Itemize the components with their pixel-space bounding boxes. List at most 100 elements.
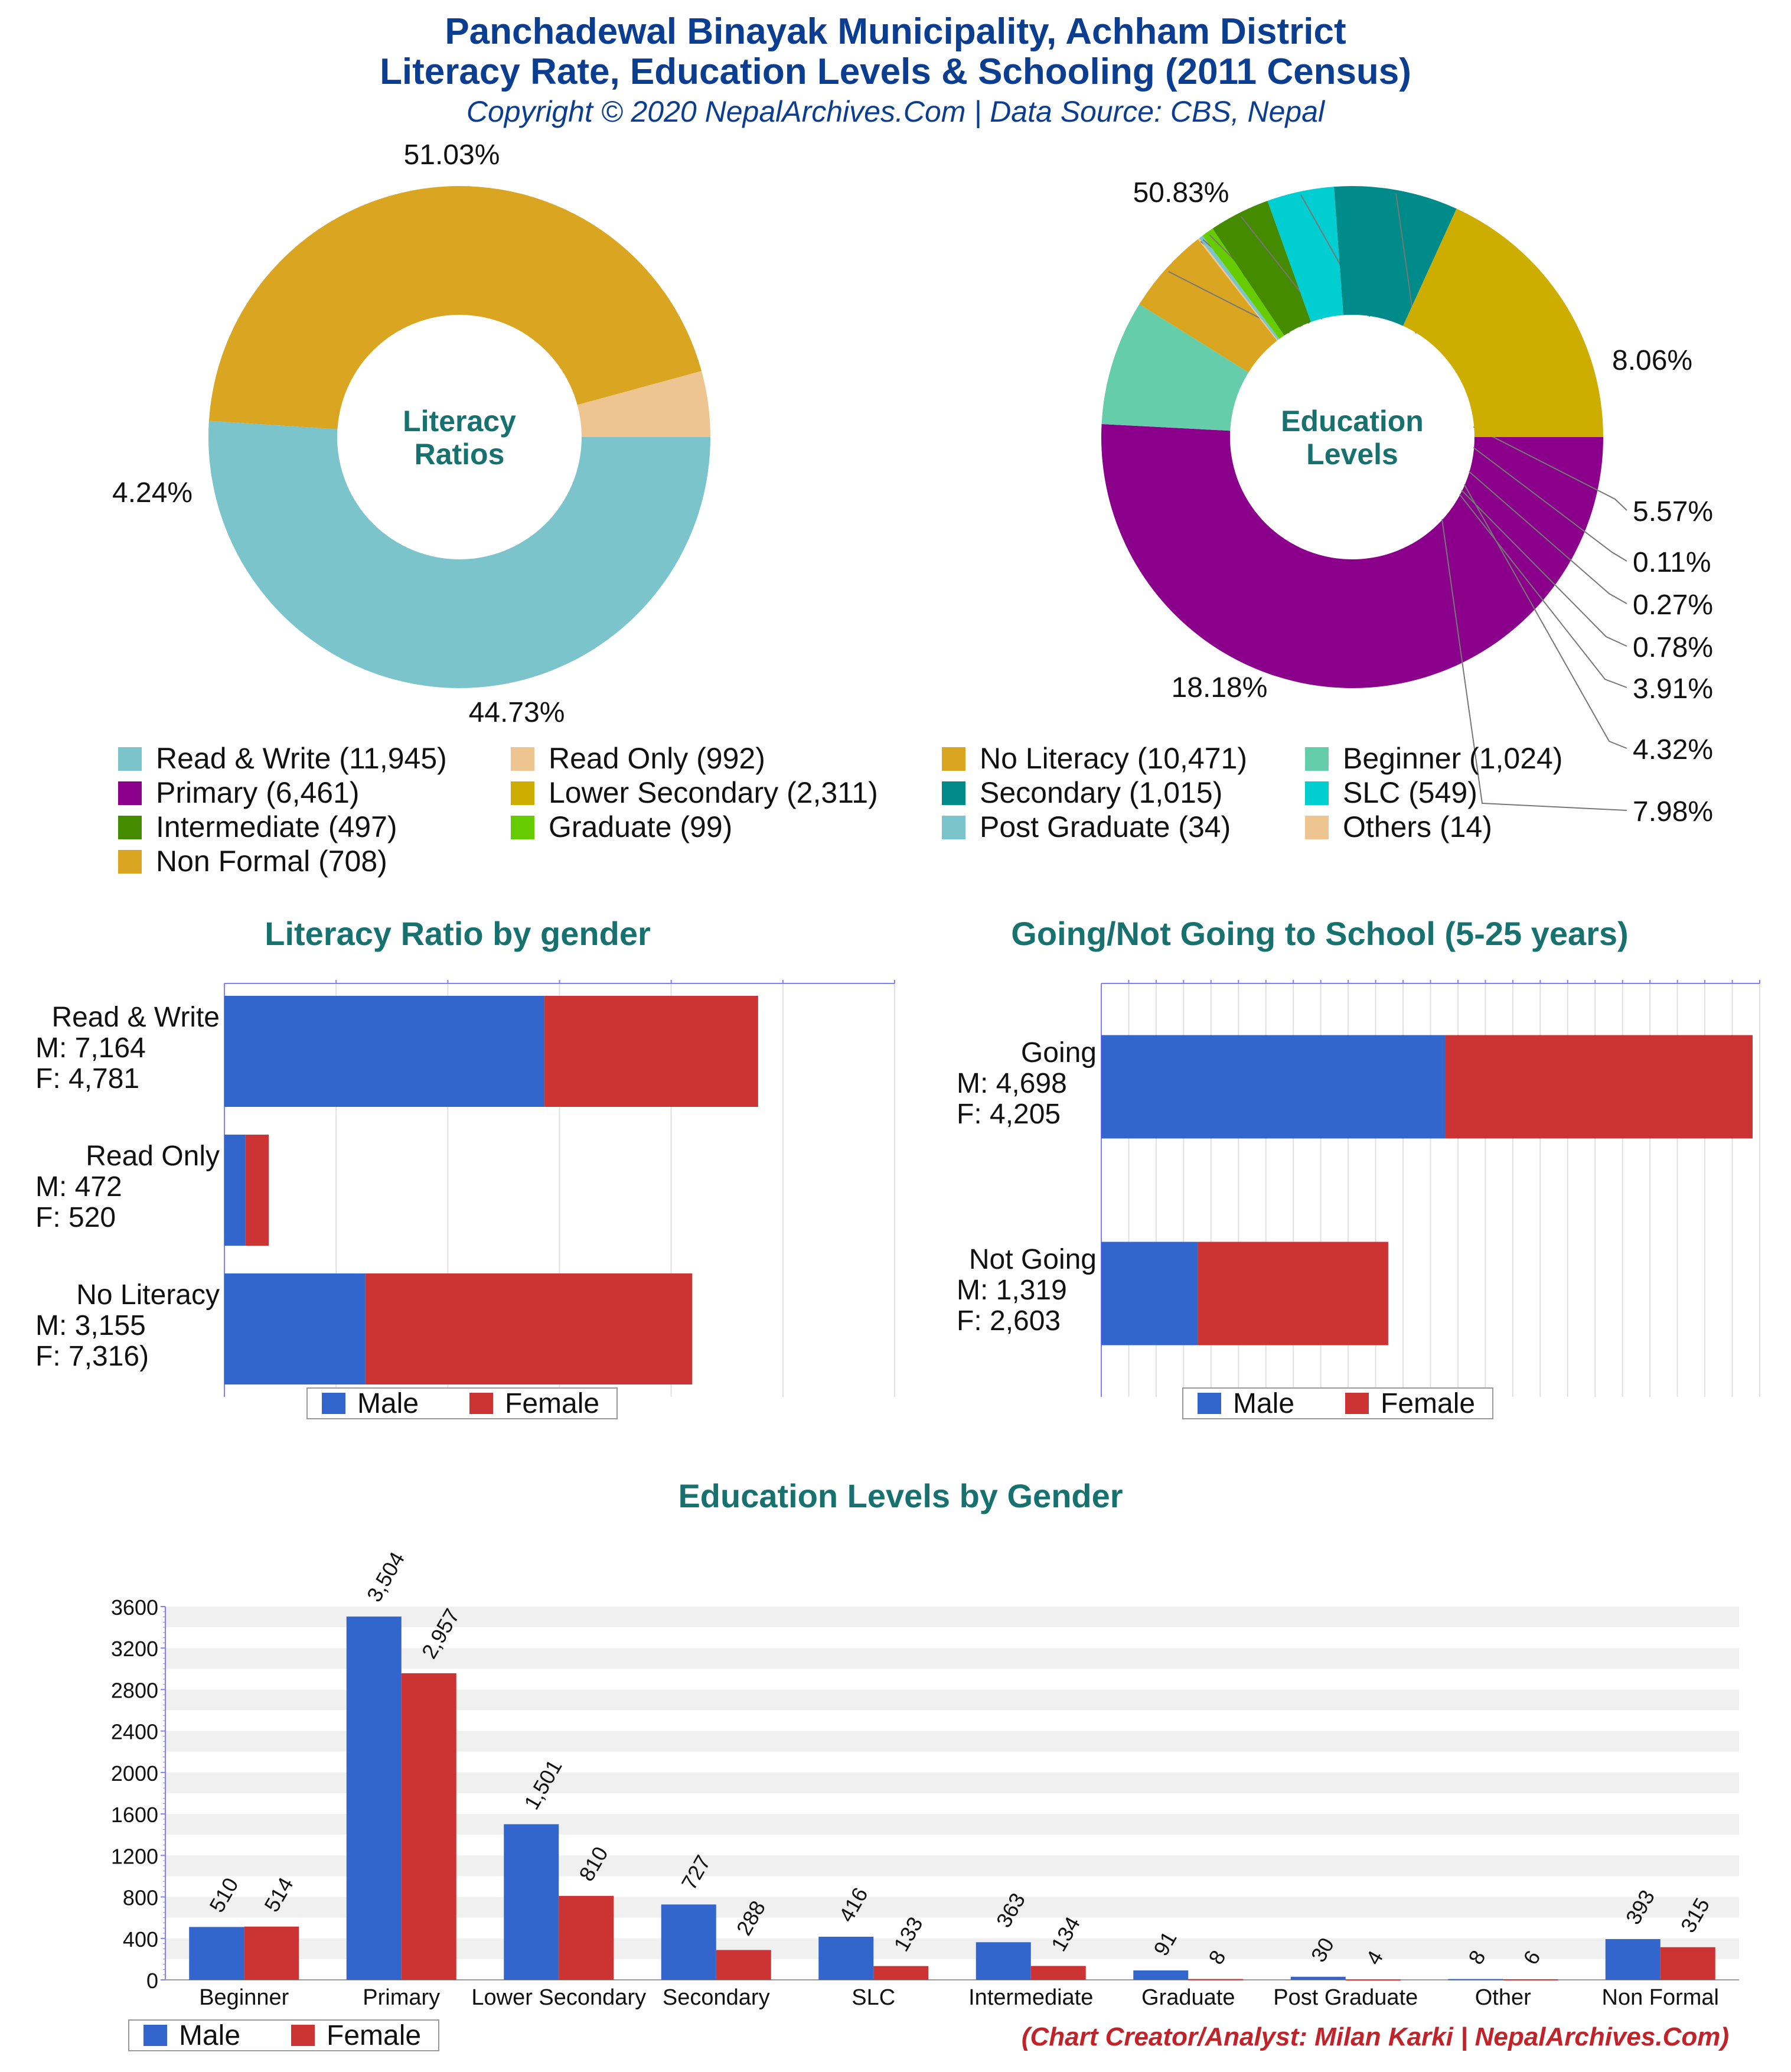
y-tick-label: 2000 <box>111 1761 158 1786</box>
legend-item-primary: Primary (6,461) <box>118 776 360 810</box>
x-tick-label: Other <box>1475 1985 1531 2010</box>
category-label: Not Going <box>969 1244 1097 1275</box>
category-value-label: F: 4,781 <box>35 1063 139 1094</box>
y-tick-label: 1600 <box>111 1803 158 1827</box>
x-tick-label: SLC <box>852 1985 895 2010</box>
legend-swatch <box>511 781 534 805</box>
education-donut-chart: 50.83% 8.06% 5.57% 0.11% 0.27% 0.78% 3.91% 4.32… <box>1101 177 1713 828</box>
legend-swatch <box>118 850 142 874</box>
slice-primary <box>1101 423 1603 689</box>
bar-female-graduate <box>1188 1979 1244 1980</box>
category-value-label: F: 7,316) <box>35 1341 149 1372</box>
x-tick-label: Post Graduate <box>1273 1985 1418 2010</box>
bar-female-not-going <box>1198 1242 1388 1346</box>
slice-slc <box>1267 187 1343 322</box>
y-tick-label: 2800 <box>111 1678 158 1702</box>
slice-post-graduate <box>1199 235 1280 340</box>
legend-label: Intermediate (497) <box>156 810 397 843</box>
bar-male-read-only <box>224 1135 246 1246</box>
donut-center-label: Ratios <box>415 438 505 471</box>
education-gender-title: Education Levels by Gender <box>678 1477 1123 1514</box>
slice-intermediate <box>1212 200 1312 336</box>
x-tick-label: Intermediate <box>968 1985 1093 2010</box>
legend-item-read-only: Read Only (992) <box>511 741 765 776</box>
slice-label-others: 0.11% <box>1633 547 1711 578</box>
legend-swatch <box>511 747 534 771</box>
bar-female-primary <box>401 1673 456 1980</box>
legend-item-others: Others (14) <box>1305 810 1492 844</box>
x-tick-label: Secondary <box>663 1985 770 2010</box>
legend-swatch-female <box>1345 1393 1369 1414</box>
legend-item-secondary: Secondary (1,015) <box>942 776 1222 810</box>
slice-label-post-graduate: 0.27% <box>1633 589 1713 621</box>
x-tick-label: Non Formal <box>1602 1985 1720 2010</box>
category-value-label: F: 2,603 <box>957 1305 1061 1337</box>
legend-swatch <box>118 747 142 771</box>
legend-label: Secondary (1,015) <box>980 776 1223 809</box>
legend-item-lower-secondary: Lower Secondary (2,311) <box>511 776 878 810</box>
category-label: Read & Write <box>51 1002 220 1033</box>
legend-label: Non Formal (708) <box>156 845 387 878</box>
legend-label: Read Only (992) <box>549 742 765 775</box>
category-label: Going <box>1021 1037 1097 1068</box>
legend-swatch <box>942 816 965 839</box>
slice-label-non-formal: 5.57% <box>1633 496 1713 527</box>
page-title: Panchadewal Binayak Municipality, Achham… <box>445 11 1346 52</box>
legend-label-female: Female <box>1381 1388 1475 1419</box>
legend-item-graduate: Graduate (99) <box>511 810 732 844</box>
grid-band <box>165 1627 1739 1649</box>
bar-female-non-formal <box>1660 1947 1715 1980</box>
legend-label-male: Male <box>357 1388 419 1419</box>
category-value-label: M: 3,155 <box>35 1310 146 1341</box>
schooling-title: Going/Not Going to School (5-25 years) <box>1011 915 1629 952</box>
bar-male-graduate <box>1133 1970 1189 1980</box>
bar-female-post-graduate <box>1345 1979 1401 1981</box>
legend-swatch-female <box>469 1393 493 1414</box>
bar-male-read-write <box>224 996 545 1107</box>
bar-male-no-literacy <box>224 1273 366 1384</box>
donut-center-label: Education <box>1281 405 1424 438</box>
donut-center-label: Literacy <box>403 405 516 438</box>
slice-label-lower-secondary: 18.18% <box>1172 672 1268 703</box>
credit-text: (Chart Creator/Analyst: Milan Karki | Ne… <box>1021 2022 1729 2051</box>
legend-label: Beginner (1,024) <box>1343 742 1563 775</box>
page-title-line2: Literacy Rate, Education Levels & School… <box>380 51 1411 92</box>
category-value-label: F: 520 <box>35 1202 116 1233</box>
bar-female-no-literacy <box>365 1273 693 1384</box>
category-value-label: M: 4,698 <box>957 1068 1067 1099</box>
category-label: No Literacy <box>76 1279 220 1311</box>
bar-female-going <box>1445 1035 1753 1139</box>
legend-label: No Literacy (10,471) <box>980 742 1248 775</box>
x-tick-label: Lower Secondary <box>471 1985 646 2010</box>
legend-label-female: Female <box>327 2020 421 2051</box>
x-tick-label: Primary <box>363 1985 440 2010</box>
bar-male-intermediate <box>976 1942 1031 1980</box>
legend-swatch <box>942 747 965 771</box>
bar-male-going <box>1101 1035 1446 1139</box>
x-tick-label: Beginner <box>199 1985 289 2010</box>
slice-label-read-only: 4.24% <box>112 477 193 509</box>
legend-swatch <box>1305 747 1329 771</box>
slice-label-graduate: 0.78% <box>1633 632 1713 663</box>
bar-female-secondary <box>716 1950 771 1980</box>
legend-label: Others (14) <box>1343 810 1492 843</box>
y-tick-label: 800 <box>123 1886 158 1910</box>
slice-no-literacy <box>208 186 702 429</box>
literacy-gender-title: Literacy Ratio by gender <box>265 915 651 952</box>
legend-item-no-literacy: No Literacy (10,471) <box>942 741 1247 776</box>
legend-item-beginner: Beginner (1,024) <box>1305 741 1562 776</box>
slice-label-primary: 50.83% <box>1133 177 1229 208</box>
category-value-label: M: 7,164 <box>35 1032 146 1064</box>
legend-item-read-write: Read & Write (11,945) <box>118 741 447 776</box>
legend-label: Read & Write (11,945) <box>156 742 447 775</box>
legend-label: Graduate (99) <box>549 810 733 843</box>
legend-swatch-female <box>291 2025 315 2046</box>
legend-swatch <box>1305 781 1329 805</box>
legend-swatch <box>1305 816 1329 839</box>
bar-male-beginner <box>189 1927 244 1980</box>
bar-female-intermediate <box>1030 1966 1086 1980</box>
y-tick-label: 3200 <box>111 1637 158 1661</box>
